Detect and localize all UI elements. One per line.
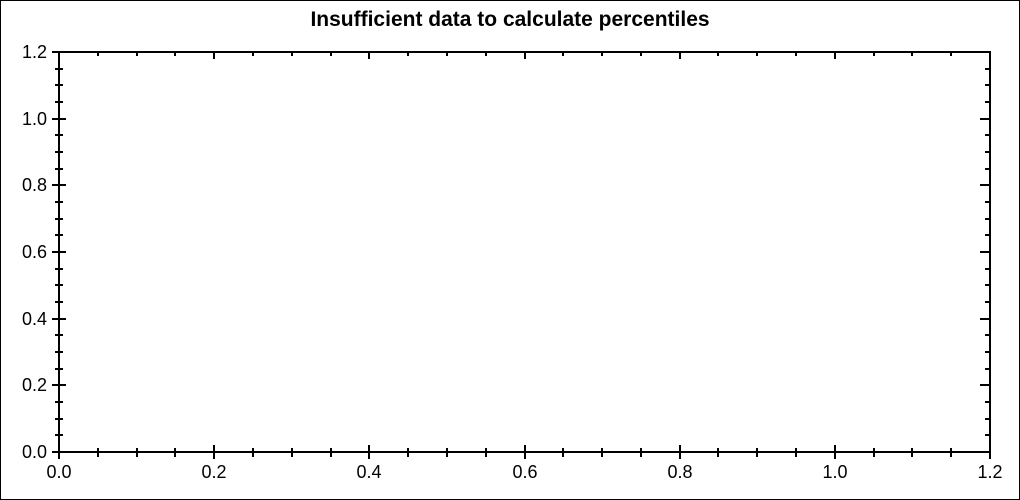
x-tick-label: 0.0 [46, 462, 72, 482]
x-tick-label: 1.0 [822, 462, 848, 482]
x-tick-label: 1.2 [977, 462, 1003, 482]
x-tick-label: 0.6 [512, 462, 538, 482]
chart-title: Insufficient data to calculate percentil… [310, 8, 710, 31]
y-tick-label: 0.2 [21, 375, 47, 395]
y-tick-label: 0.6 [21, 242, 47, 262]
y-tick-label: 0.4 [21, 309, 47, 329]
y-tick-label: 1.0 [21, 109, 47, 129]
x-tick-label: 0.2 [201, 462, 227, 482]
x-tick-label: 0.4 [356, 462, 382, 482]
y-tick-label: 1.2 [21, 42, 47, 62]
y-tick-label: 0.0 [21, 442, 47, 462]
x-tick-label: 0.8 [667, 462, 693, 482]
plot-area [58, 51, 991, 453]
y-tick-label: 0.8 [21, 175, 47, 195]
